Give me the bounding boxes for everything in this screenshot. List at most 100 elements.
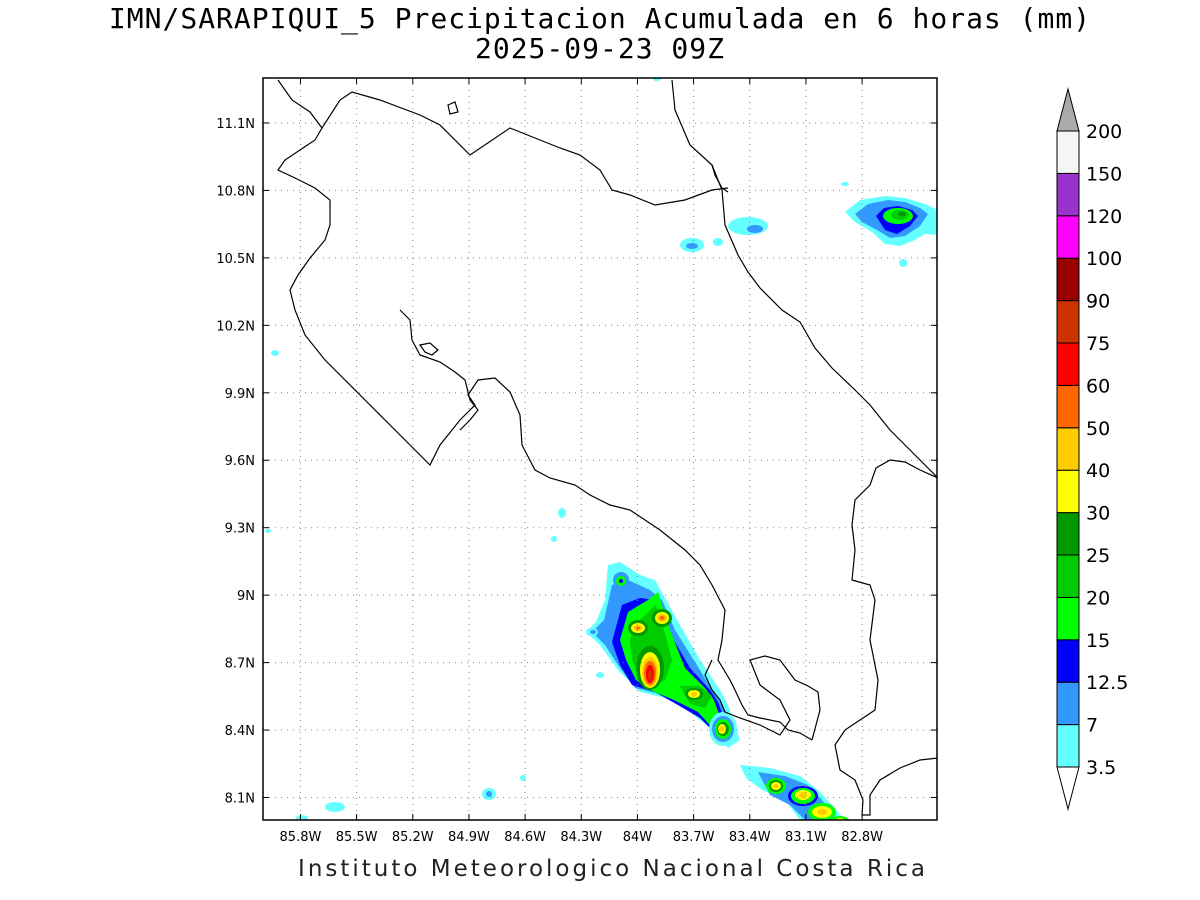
colorbar-level-label: 60 — [1086, 375, 1110, 397]
colorbar-level-label: 150 — [1086, 163, 1122, 185]
footer-credit: Instituto Meteorologico Nacional Costa R… — [298, 856, 928, 882]
colorbar-swatch — [1056, 172, 1080, 217]
caribbean-coast — [671, 79, 937, 478]
precip-contour-3.5 — [841, 182, 849, 186]
colorbar-swatch — [1056, 257, 1080, 302]
nicoya-island — [418, 342, 439, 356]
nicaragua-border — [277, 79, 729, 206]
colorbar — [1056, 87, 1080, 811]
precip-contour-40 — [817, 809, 827, 815]
colorbar-level-label: 15 — [1086, 630, 1110, 652]
precip-contour-12.5 — [619, 579, 623, 583]
lon-label: 85.8W — [280, 830, 322, 845]
precip-contour-3.5 — [899, 259, 907, 267]
precip-contour-7 — [590, 630, 596, 634]
colorbar-level-label: 90 — [1086, 291, 1110, 313]
axis-ticks — [263, 78, 937, 820]
lon-label: 85.2W — [392, 830, 434, 845]
colorbar-level-label: 7 — [1086, 715, 1098, 737]
precip-contour-3.5 — [596, 672, 604, 678]
colorbar-level-label: 100 — [1086, 248, 1122, 270]
precip-contour-7 — [747, 225, 763, 233]
precip-contour-3.5 — [558, 508, 566, 518]
lat-label: 8.4N — [225, 724, 255, 739]
precip-contour-75 — [648, 670, 652, 680]
colorbar-swatch — [1056, 596, 1080, 641]
lon-label: 84.9W — [448, 830, 490, 845]
colorbar-max-triangle — [1056, 87, 1080, 132]
precip-contour-7 — [686, 243, 698, 249]
longitude-labels: 85.8W 85.5W 85.2W 84.9W 84.6W 84.3W 84W 83.7W 83… — [280, 830, 884, 845]
precip-contour-3.5 — [728, 217, 768, 235]
colorbar-level-label: 40 — [1086, 460, 1110, 482]
colorbar-level-label: 30 — [1086, 503, 1110, 525]
precipitation-field — [265, 78, 937, 820]
lat-label: 10.2N — [216, 319, 255, 334]
colorbar-level-label: 25 — [1086, 545, 1110, 567]
precip-contour-3.5 — [296, 815, 308, 820]
precip-contour-50 — [659, 616, 665, 620]
lat-label: 8.1N — [225, 792, 255, 807]
precip-contour-3.5 — [713, 238, 723, 246]
precip-contour-3.5 — [265, 529, 271, 533]
precip-contour-3.5 — [520, 775, 526, 781]
colorbar-swatch — [1056, 469, 1080, 514]
lat-label: 10.5N — [216, 252, 255, 267]
lat-label: 9.6N — [225, 454, 255, 469]
lon-label: 83.1W — [785, 830, 827, 845]
colorbar-level-label: 200 — [1086, 121, 1122, 143]
nicoya-gulf — [399, 309, 479, 431]
precip-contour-3.5 — [271, 350, 279, 356]
caribbean-inlet — [711, 164, 729, 193]
colorbar-swatch — [1056, 300, 1080, 344]
map-frame — [262, 77, 938, 821]
colorbar-labels: 3.5 7 12.5 15 20 25 30 40 50 60 75 90 100 120 150 200 — [1086, 121, 1128, 779]
lon-label: 83.4W — [729, 830, 771, 845]
colorbar-swatch — [1056, 512, 1080, 556]
lon-label: 84.3W — [560, 830, 602, 845]
colorbar-swatch — [1056, 639, 1080, 683]
precip-contour-3.5 — [551, 536, 557, 542]
chart-title: IMN/SARAPIQUI_5 Precipitacion Acumulada … — [108, 2, 1092, 35]
precip-contour-40 — [773, 784, 779, 788]
lat-label: 9.9N — [225, 387, 255, 402]
lon-label: 84.6W — [504, 830, 546, 845]
coastlines-borders — [277, 79, 937, 816]
colorbar-level-label: 12.5 — [1086, 672, 1128, 694]
lat-label: 9.3N — [225, 522, 255, 537]
lat-label: 8.7N — [225, 657, 255, 672]
colorbar-level-label: 75 — [1086, 333, 1110, 355]
precip-contour-40 — [799, 792, 807, 798]
colorbar-swatch — [1056, 384, 1080, 429]
map-gridlines — [263, 78, 937, 820]
lon-label: 83.7W — [673, 830, 715, 845]
chart-subtitle-time: 2025-09-23 09Z — [474, 32, 725, 65]
pacific-coast-osa — [704, 655, 821, 741]
colorbar-swatch — [1056, 342, 1080, 386]
precip-contour-40 — [691, 692, 697, 696]
panama-border — [834, 459, 937, 816]
precip-contour-50 — [636, 626, 640, 630]
precip-cluster-osa — [586, 562, 740, 748]
precip-contour-25 — [898, 211, 906, 217]
precip-contour-40 — [720, 726, 724, 732]
precip-cluster-burica — [740, 765, 850, 820]
nicaragua-border-north — [277, 127, 813, 741]
colorbar-swatch — [1056, 554, 1080, 598]
lon-label: 82.8W — [841, 830, 883, 845]
lon-label: 84W — [623, 830, 653, 845]
precip-contour-15 — [830, 816, 850, 820]
colorbar-level-label: 50 — [1086, 418, 1110, 440]
colorbar-swatch — [1056, 130, 1080, 174]
lat-label: 11.1N — [216, 117, 255, 132]
colorbar-swatch — [1056, 427, 1080, 471]
precip-cluster-caribe-norte — [680, 182, 937, 267]
lat-label: 9N — [237, 589, 255, 604]
precip-contour-7 — [486, 791, 492, 797]
colorbar-swatch — [1056, 215, 1080, 259]
colorbar-swatch — [1056, 724, 1080, 768]
lat-label: 10.8N — [216, 184, 255, 199]
precip-contour-30 — [834, 818, 846, 820]
colorbar-swatch — [1056, 681, 1080, 726]
